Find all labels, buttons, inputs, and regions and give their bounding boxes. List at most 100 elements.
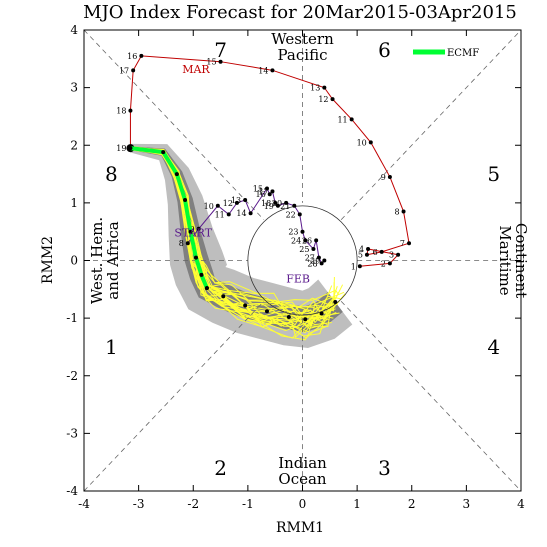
legend: ECMF <box>413 48 479 59</box>
phase-divider-line <box>83 300 265 492</box>
chart-title: MJO Index Forecast for 20Mar2015-03Apr20… <box>83 2 517 23</box>
forecast-mean-point <box>204 286 209 291</box>
phase-number-label: 7 <box>214 38 227 62</box>
y-tick-label: -2 <box>66 369 78 383</box>
x-axis-label: RMM1 <box>276 520 324 536</box>
observed-feb-point <box>234 200 239 205</box>
x-tick-label: 3 <box>463 497 471 511</box>
forecast-mean-point <box>319 311 324 316</box>
observed-feb-day-label: 10 <box>204 202 214 211</box>
observed-feb-point <box>196 226 201 231</box>
observed-mar-day-label: 10 <box>357 138 367 147</box>
observed-feb-day-label: 18 <box>261 199 271 208</box>
ecmf-forecast-point <box>199 272 204 277</box>
observed-feb-day-label: 28 <box>307 259 317 268</box>
observed-feb-day-label: 23 <box>288 228 298 237</box>
observed-feb-day-label: 16 <box>256 190 266 199</box>
observed-mar-day-label: 1 <box>351 262 356 271</box>
observed-feb-point <box>311 246 316 251</box>
observed-mar-day-label: 5 <box>358 251 363 260</box>
observed-mar-point <box>131 68 136 73</box>
phase-divider-line <box>340 29 522 221</box>
observed-feb-point <box>273 200 278 205</box>
month-label: FEB <box>286 272 310 285</box>
month-label: START <box>174 226 212 239</box>
observed-mar-day-label: 16 <box>127 52 137 61</box>
observed-mar-day-label: 14 <box>258 66 268 75</box>
month-label: MAR <box>182 63 210 76</box>
observed-feb-day-label: 11 <box>215 210 225 219</box>
legend-ecmf-label: ECMF <box>447 48 479 59</box>
ecmf-forecast-point <box>188 229 193 234</box>
observed-feb-point <box>303 238 308 243</box>
phase-divider-line <box>340 300 522 492</box>
forecast-mean-point <box>264 309 269 314</box>
phase-number-label: 4 <box>487 335 500 359</box>
ecmf-forecast-line <box>130 146 209 289</box>
observed-mar-day-label: 19 <box>116 144 126 153</box>
observed-mar-day-label: 9 <box>381 173 386 182</box>
phase-number-label: 8 <box>105 162 118 186</box>
observed-mar-day-label: 18 <box>116 107 126 116</box>
observed-feb-day-label: 15 <box>253 184 263 193</box>
phase-number-label: 5 <box>487 162 500 186</box>
observed-feb-point <box>185 241 190 246</box>
phase-guides-layer <box>83 29 522 492</box>
observed-mar-day-label: 8 <box>394 208 399 217</box>
observed-feb-day-label: 9 <box>190 225 195 234</box>
y-tick-label: -3 <box>66 426 78 440</box>
region-label-bottom: Ocean <box>278 470 327 488</box>
region-label-top: Pacific <box>278 46 328 64</box>
observed-feb-day-label: 8 <box>179 239 184 248</box>
phase-number-label: 2 <box>214 456 227 480</box>
observed-feb-day-label: 26 <box>302 236 312 245</box>
observed-feb-point <box>248 211 253 216</box>
observed-feb-day-label: 29 <box>310 257 320 266</box>
phase-number-label: 1 <box>105 335 118 359</box>
observed-feb-day-label: 13 <box>231 196 241 205</box>
region-label-bottom: Indian <box>278 454 327 472</box>
x-tick-label: 0 <box>299 497 307 511</box>
region-label-top: Western <box>271 30 334 48</box>
observed-feb-point <box>270 189 275 194</box>
ecmf-forecast-point <box>128 146 133 151</box>
observed-mar-point <box>396 252 401 257</box>
observed-feb-day-label: 21 <box>280 202 290 211</box>
observed-feb-point <box>297 212 302 217</box>
observed-mar-point <box>218 59 223 64</box>
observed-feb-point <box>264 186 269 191</box>
y-tick-label: 1 <box>70 196 78 210</box>
y-tick-label: 3 <box>70 81 78 95</box>
observed-mar-point <box>401 209 406 214</box>
observed-mar-day-label: 12 <box>318 95 328 104</box>
observed-feb-day-label: 24 <box>291 236 301 245</box>
forecast-mean-point <box>333 299 338 304</box>
region-label-left: and Africa <box>104 221 122 299</box>
observed-feb-day-label: 19 <box>264 202 274 211</box>
observed-mar-day-label: 15 <box>206 58 216 67</box>
x-tick-label: -3 <box>133 497 145 511</box>
observed-feb-day-label: 25 <box>299 245 309 254</box>
forecast-mean-point <box>303 317 308 322</box>
observed-mar-day-label: 17 <box>119 66 129 75</box>
annotation-layer: 12 345678MARFEBSTARTWesternPacificIndianO… <box>88 30 530 488</box>
observed-mar-point <box>322 85 327 90</box>
x-tick-label: -4 <box>78 497 90 511</box>
y-tick-label: 2 <box>70 138 78 152</box>
observed-mar-day-label: 11 <box>337 115 347 124</box>
x-tick-label: 2 <box>408 497 416 511</box>
phase-divider-line <box>83 29 265 221</box>
observed-mar-point <box>139 53 144 58</box>
x-tick-label: 4 <box>517 497 525 511</box>
forecast-mean-point <box>243 303 248 308</box>
ensemble-member-line <box>129 149 332 333</box>
observed-mar-day-label: 7 <box>400 239 405 248</box>
observed-mar-day-label: 3 <box>389 251 394 260</box>
observed-mar-point <box>379 249 384 254</box>
observed-feb-day-label: 22 <box>286 210 296 219</box>
observed-mar-point <box>387 174 392 179</box>
observed-mar-point <box>407 241 412 246</box>
y-tick-label: 4 <box>70 23 78 37</box>
observed-mar-day-label: 13 <box>310 84 320 93</box>
